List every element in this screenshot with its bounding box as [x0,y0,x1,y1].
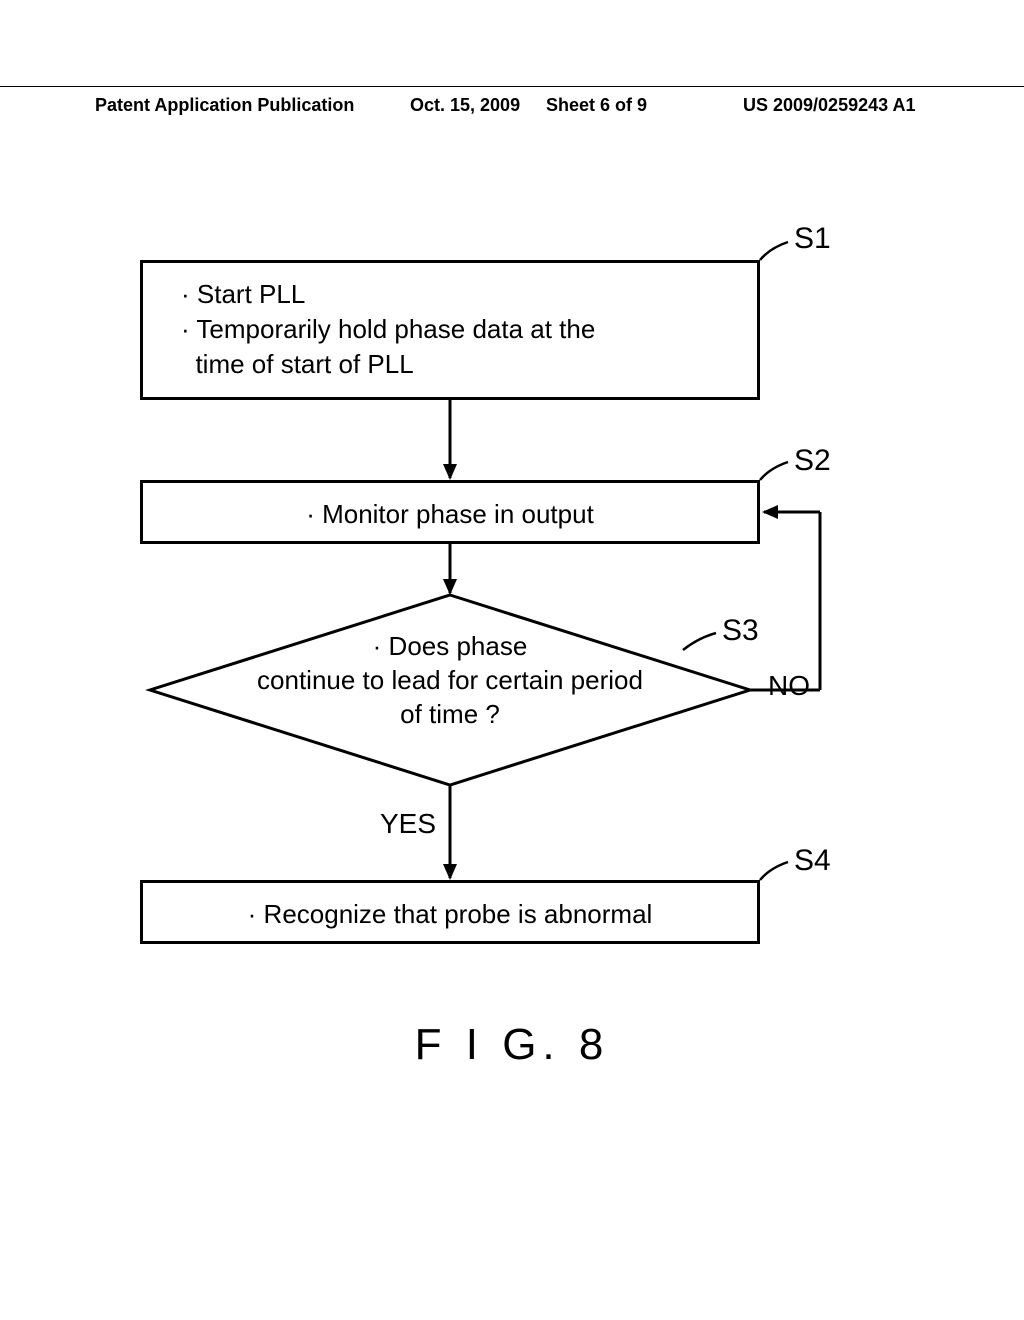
leader-s1 [760,242,788,260]
label-no: NO [768,670,810,702]
leader-s3 [683,633,716,650]
label-s4: S4 [794,844,831,878]
label-s3: S3 [722,614,759,648]
figure-label: F I G. 8 [0,1020,1024,1070]
leader-s2 [760,462,788,480]
sheet-info: Sheet 6 of 9 [546,95,647,116]
publication-date: Oct. 15, 2009 [410,95,520,116]
label-yes: YES [380,808,436,840]
arrowhead-s1-s2 [443,464,457,480]
s3-text-container: · Does phase continue to lead for certai… [220,630,680,731]
flowchart: · Start PLL · Temporarily hold phase dat… [100,230,930,1130]
label-s1: S1 [794,222,831,256]
publication-number: US 2009/0259243 A1 [743,95,915,116]
arrowhead-s2-s3 [443,579,457,595]
page-header: Patent Application Publication Oct. 15, … [0,86,1024,95]
leader-s4 [760,862,788,880]
arrowhead-no [762,505,778,519]
label-s2: S2 [794,444,831,478]
publication-type: Patent Application Publication [95,95,354,116]
s3-line3: of time ? [220,698,680,732]
arrowhead-s3-s4 [443,864,457,880]
s3-line2: continue to lead for certain period [220,664,680,698]
s3-line1: · Does phase [220,630,680,664]
